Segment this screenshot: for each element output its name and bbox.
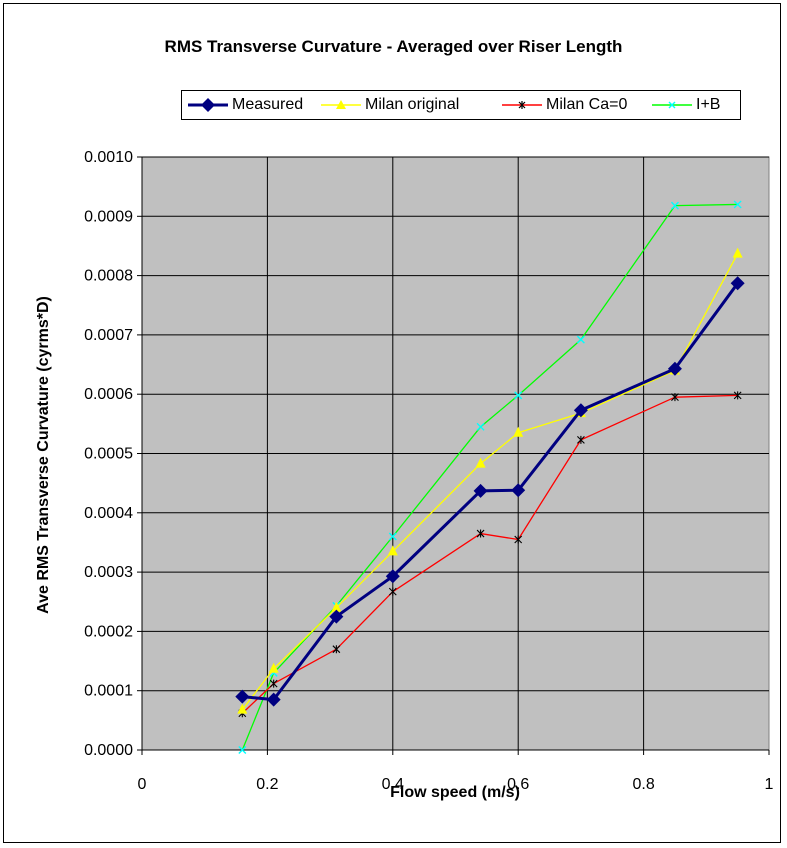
- x-tick-label: 0.2: [256, 776, 278, 793]
- y-tick-label: 0.0003: [84, 564, 133, 581]
- legend: Measured Milan original Milan Ca=0 I+B: [181, 90, 741, 120]
- point-measured: [573, 403, 588, 418]
- y-tick-label: 0.0010: [84, 149, 133, 166]
- point-i-b: [670, 201, 679, 210]
- point-i-b: [238, 746, 247, 754]
- x-tick-label: 0.4: [382, 776, 404, 793]
- y-tick-label: 0.0007: [84, 327, 133, 344]
- point-measured: [235, 689, 250, 704]
- chart-title: RMS Transverse Curvature - Averaged over…: [164, 37, 623, 56]
- point-milan-original: [475, 457, 486, 468]
- legend-label-ib: I+B: [696, 96, 721, 113]
- point-measured: [329, 609, 344, 624]
- point-measured: [511, 483, 526, 498]
- legend-label-milan-ca0: Milan Ca=0: [546, 96, 628, 113]
- y-tick-label: 0.0001: [84, 683, 133, 700]
- x-tick-label: 0.6: [507, 776, 529, 793]
- x-tick-label: 0: [138, 776, 147, 793]
- y-tick-label: 0.0000: [84, 742, 133, 759]
- point-milan-ca-0: [388, 587, 397, 596]
- point-milan-original: [732, 247, 743, 258]
- legend-label-milan-original: Milan original: [365, 96, 460, 113]
- point-i-b: [576, 335, 585, 344]
- y-tick-label: 0.0005: [84, 446, 133, 463]
- y-tick-label: 0.0002: [84, 623, 133, 640]
- legend-swatch-ib: [652, 101, 692, 109]
- point-milan-ca-0: [476, 529, 485, 538]
- point-milan-ca-0: [332, 645, 341, 654]
- legend-swatch-milan-original: [321, 100, 361, 109]
- point-measured: [266, 692, 281, 707]
- point-measured: [667, 361, 682, 376]
- point-measured: [730, 276, 745, 291]
- point-i-b: [476, 422, 485, 431]
- point-milan-ca-0: [671, 393, 679, 402]
- point-milan-original: [387, 545, 398, 556]
- point-i-b: [514, 391, 523, 400]
- legend-swatch-milan-ca0: [502, 101, 542, 109]
- point-measured: [473, 483, 488, 498]
- point-milan-ca-0: [577, 435, 585, 444]
- y-axis-title: Ave RMS Transverse Curvature (cyrms*D): [35, 296, 52, 614]
- x-axis-title: Flow speed (m/s): [390, 784, 520, 801]
- point-milan-original: [268, 662, 279, 673]
- point-milan-original: [237, 703, 248, 714]
- x-tick-label: 1: [765, 776, 774, 793]
- y-tick-label: 0.0006: [84, 386, 133, 403]
- point-milan-ca-0: [269, 679, 278, 688]
- point-measured: [385, 569, 400, 584]
- y-tick-label: 0.0009: [84, 208, 133, 225]
- point-milan-ca-0: [514, 535, 523, 544]
- legend-label-measured: Measured: [232, 96, 304, 113]
- legend-swatch-measured: [188, 98, 228, 112]
- y-tick-label: 0.0004: [84, 505, 133, 522]
- point-milan-original: [513, 426, 524, 437]
- point-milan-original: [331, 601, 342, 612]
- point-milan-ca-0: [733, 391, 742, 400]
- point-i-b: [388, 532, 397, 541]
- x-tick-label: 0.8: [632, 776, 654, 793]
- point-i-b: [733, 200, 742, 209]
- y-tick-label: 0.0008: [84, 268, 133, 285]
